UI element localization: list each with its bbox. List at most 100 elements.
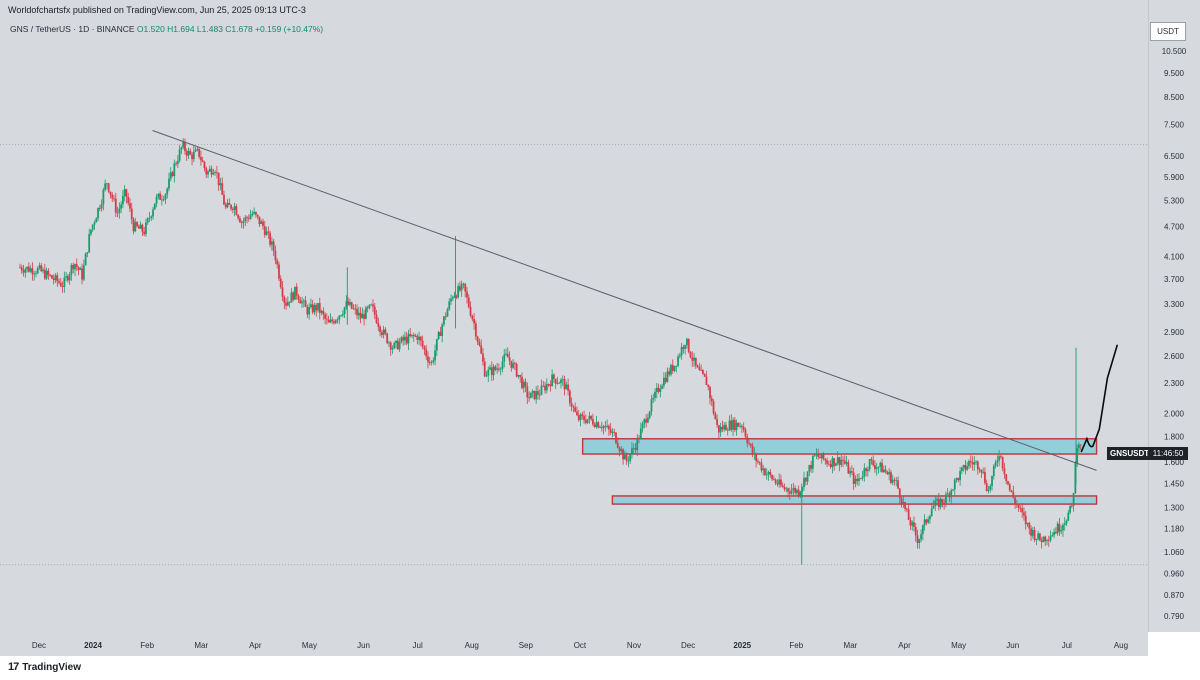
candle-body — [675, 365, 678, 367]
candle-body — [804, 477, 807, 482]
candle-body — [425, 349, 428, 357]
candle-body — [88, 234, 91, 253]
candle-body — [984, 471, 986, 484]
candle-body — [81, 268, 83, 280]
candle-body — [111, 194, 114, 199]
candle-body — [313, 305, 316, 313]
candle-body — [517, 374, 520, 377]
candle-body — [132, 219, 135, 232]
candle-body — [911, 522, 914, 526]
time-axis[interactable] — [0, 632, 1148, 656]
price-tick-label: 5.300 — [1164, 196, 1185, 205]
candle-body — [639, 428, 642, 440]
candle-body — [95, 218, 98, 223]
candle-body — [586, 419, 589, 423]
candle-body — [221, 183, 224, 195]
candle-body — [283, 296, 286, 303]
candle-body — [780, 479, 782, 486]
candle-body — [1019, 507, 1022, 509]
price-tick-label: 8.500 — [1164, 93, 1185, 102]
candle-body — [1060, 530, 1063, 532]
candle-body — [347, 301, 350, 305]
symbol-legend[interactable]: GNS / TetherUS · 1D · BINANCE O1.520 H1.… — [10, 24, 323, 34]
candle-body — [198, 148, 201, 157]
candle-body — [966, 466, 969, 470]
price-tick-label: 2.000 — [1164, 409, 1185, 418]
candle-body — [279, 278, 282, 288]
candle-body — [702, 370, 704, 374]
candle-body — [26, 266, 28, 270]
candle-body — [496, 368, 499, 370]
candle-body — [84, 253, 87, 266]
candle-body — [503, 354, 506, 362]
candle-body — [955, 478, 958, 480]
candle-body — [341, 314, 344, 316]
candle-body — [659, 388, 662, 392]
candle-body — [224, 204, 227, 208]
candle-body — [185, 151, 188, 156]
candle-body — [877, 466, 880, 468]
projection-path — [1080, 344, 1118, 453]
candle-body — [1046, 540, 1048, 542]
candle-body — [65, 276, 68, 278]
candle-body — [886, 471, 889, 475]
candle-body — [568, 390, 571, 404]
candle-body — [758, 461, 761, 463]
plot-area[interactable] — [0, 0, 1148, 632]
time-tick-label: Jul — [1062, 641, 1072, 650]
candle-body — [473, 319, 475, 324]
time-tick-label: 2025 — [733, 641, 751, 650]
candle-body — [689, 352, 692, 358]
candle-body — [937, 498, 940, 508]
candle-body — [597, 422, 600, 428]
candle-body — [1054, 531, 1057, 534]
candle-body — [458, 286, 461, 291]
candle-body — [1072, 492, 1075, 506]
candle-body — [939, 499, 942, 508]
currency-button[interactable]: USDT — [1150, 22, 1186, 41]
candle-body — [508, 357, 511, 361]
candle-body — [982, 471, 985, 473]
time-tick-label: Nov — [627, 641, 641, 650]
candle-body — [746, 436, 749, 444]
candle-body — [607, 425, 610, 430]
candle-body — [819, 456, 821, 459]
candle-body — [478, 341, 481, 346]
candle-body — [389, 342, 392, 350]
tradingview-logo[interactable]: 17 TradingView — [8, 661, 81, 673]
candle-body — [583, 415, 585, 421]
candle-body — [712, 401, 715, 414]
candle-body — [36, 268, 39, 274]
candle-body — [822, 453, 825, 460]
candle-body — [545, 384, 548, 391]
candle-body — [258, 216, 261, 225]
candle-body — [1031, 530, 1034, 536]
candle-body — [35, 273, 37, 275]
candle-body — [560, 379, 562, 384]
price-tick-label: 3.300 — [1164, 300, 1185, 309]
candle-body — [325, 318, 328, 320]
candle-body — [214, 172, 217, 173]
candle-body — [934, 500, 937, 506]
candle-body — [42, 269, 44, 272]
candle-body — [134, 222, 137, 232]
candle-body — [51, 275, 53, 279]
candle-body — [776, 482, 779, 485]
price-axis[interactable] — [1148, 0, 1200, 632]
candle-body — [267, 231, 270, 233]
candle-body — [1012, 491, 1015, 498]
candle-body — [416, 335, 419, 340]
candle-body — [1039, 533, 1041, 541]
candle-body — [1056, 523, 1059, 534]
candle-body — [373, 306, 376, 315]
candle-body — [574, 407, 577, 412]
candle-body — [97, 207, 99, 219]
candle-body — [549, 384, 552, 387]
candle-body — [343, 307, 346, 315]
candle-body — [739, 425, 742, 427]
candle-body — [207, 171, 209, 175]
candle-body — [684, 345, 687, 349]
candle-body — [522, 381, 525, 388]
candle-body — [670, 364, 672, 375]
candle-body — [230, 204, 232, 209]
